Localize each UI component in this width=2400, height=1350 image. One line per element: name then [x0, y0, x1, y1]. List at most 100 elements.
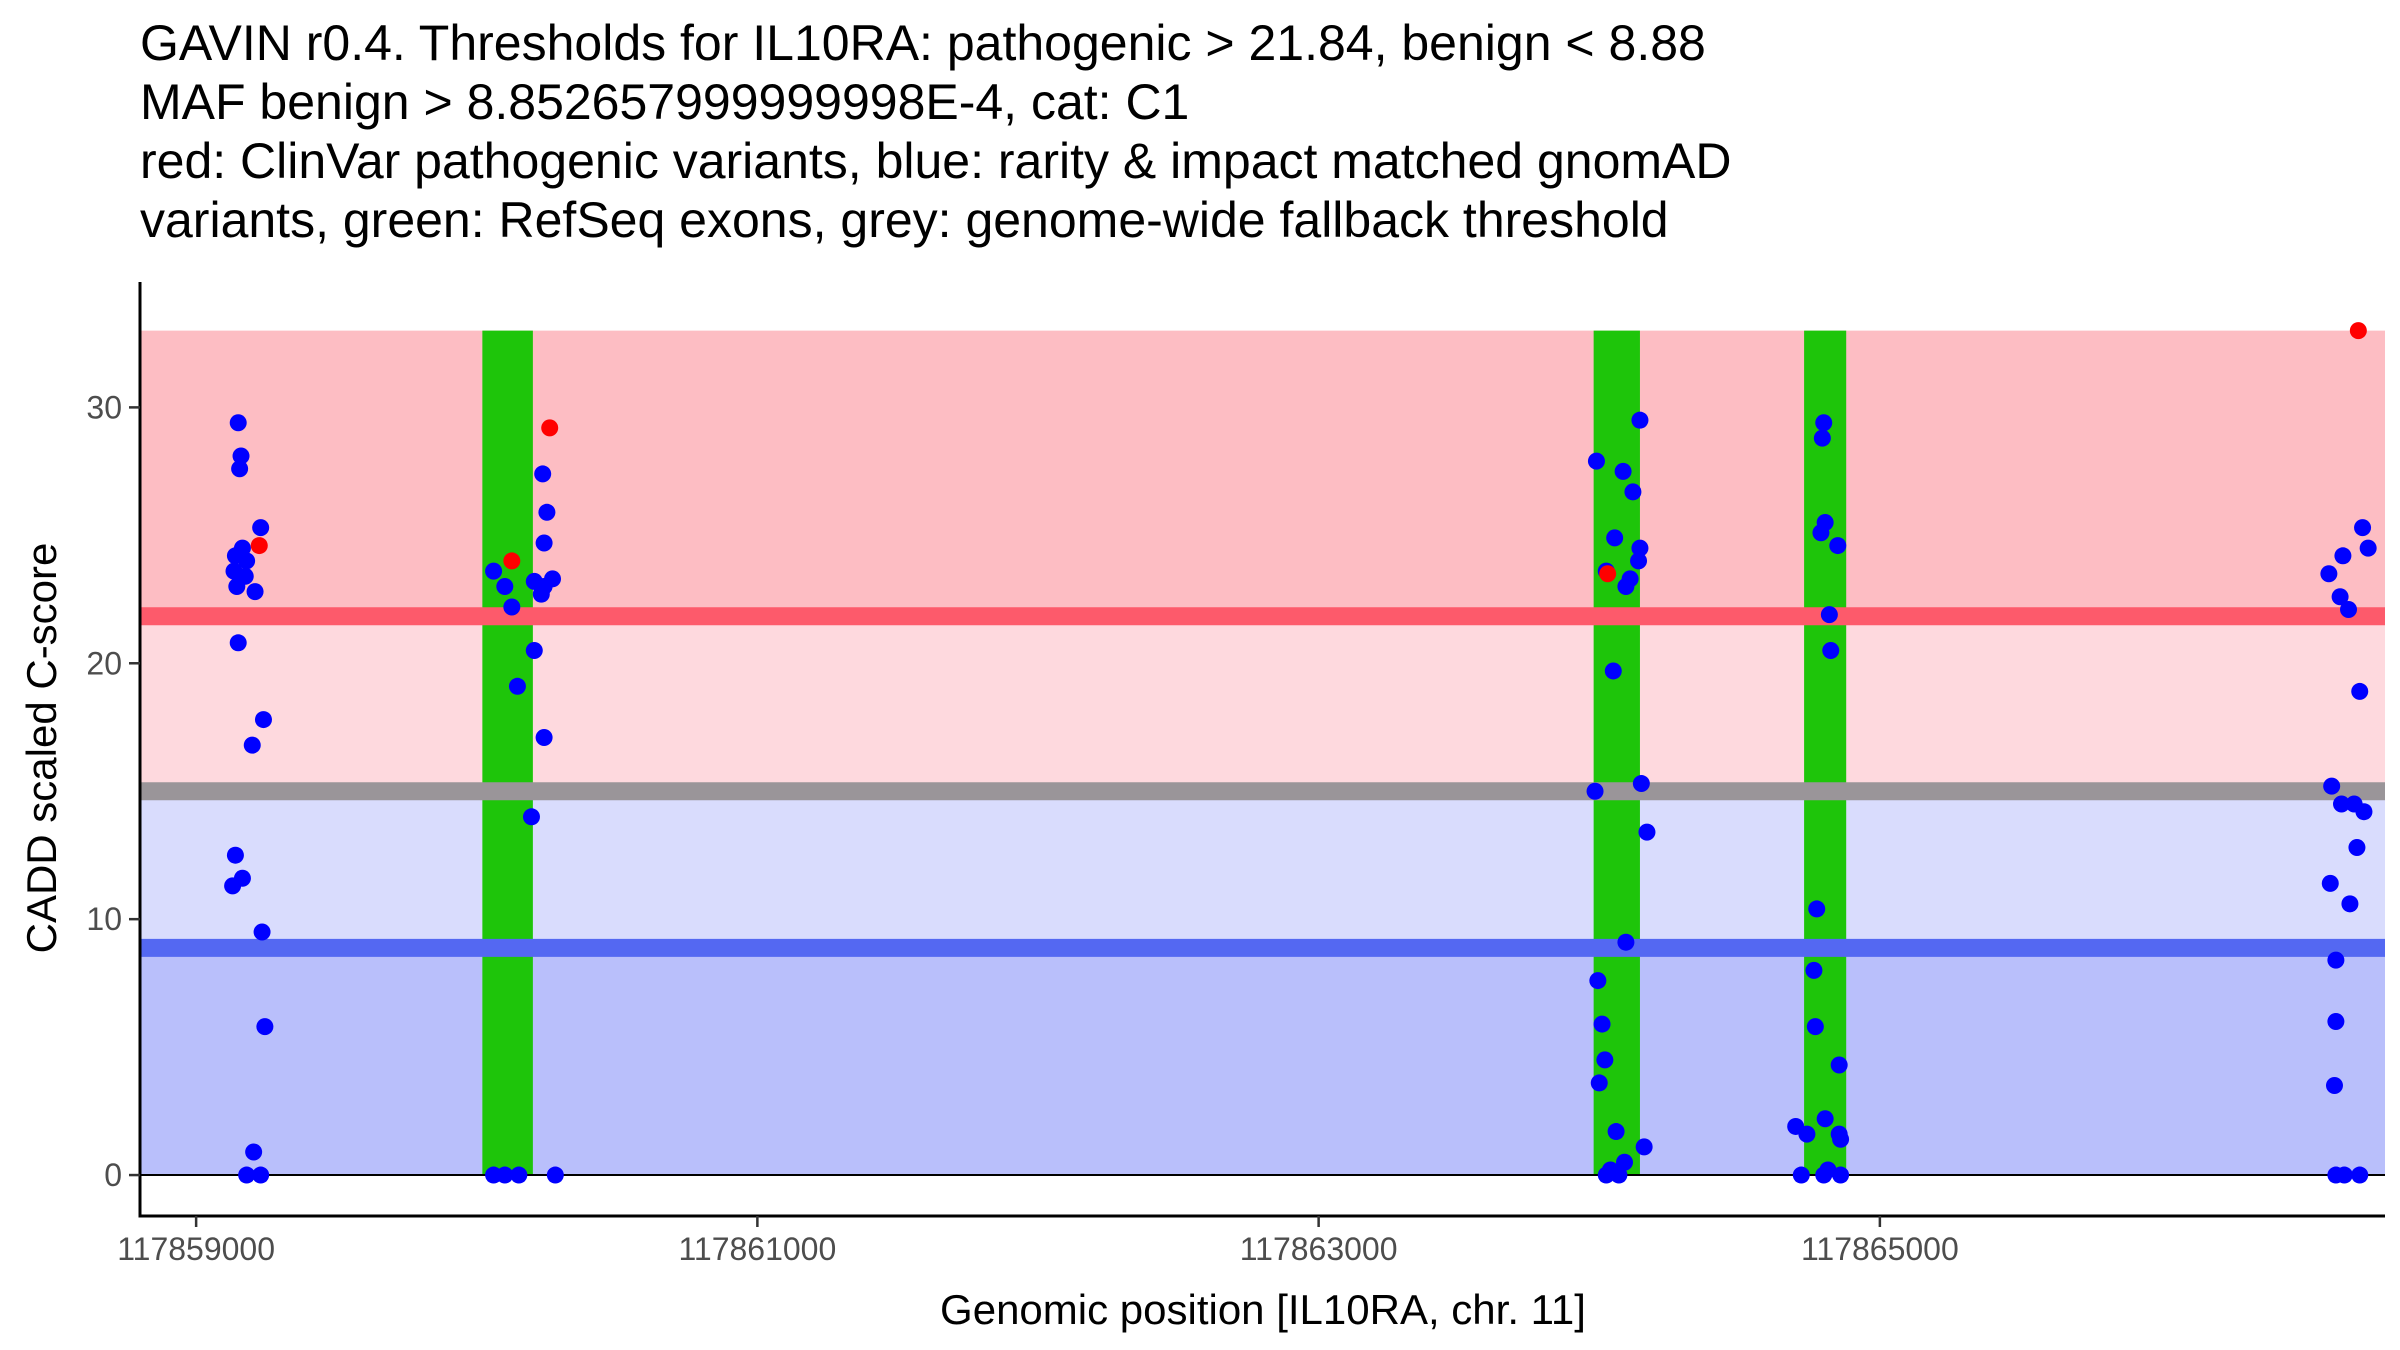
- gnomad-variant-point: [538, 503, 556, 521]
- gnomad-variant-point: [1614, 462, 1632, 480]
- gnomad-variant-point: [2341, 895, 2359, 913]
- gnomad-variant-point: [1630, 552, 1648, 570]
- gnomad-variant-point: [1832, 1166, 1850, 1184]
- benign-region: [140, 947, 2385, 1176]
- exon-band-1: [482, 330, 533, 1176]
- y-axis-title: CADD scaled C-score: [18, 543, 65, 954]
- gnomad-variant-point: [245, 1143, 263, 1161]
- exon-bands: [482, 330, 1847, 1176]
- gnomad-variant-point: [1829, 537, 1847, 555]
- axes: [138, 282, 2385, 1218]
- gnomad-variant-point: [231, 460, 249, 478]
- gnomad-variant-point: [1632, 775, 1650, 793]
- gnomad-variant-point: [2327, 951, 2345, 969]
- gnomad-variant-point: [503, 598, 521, 616]
- x-tick-label: 117859000: [117, 1231, 275, 1267]
- gnomad-variant-point: [224, 877, 242, 895]
- y-tick-label: 10: [86, 901, 122, 937]
- gnomad-variant-point: [256, 1018, 274, 1036]
- gnomad-variant-point: [1813, 429, 1831, 447]
- gnomad-variant-point: [522, 808, 540, 826]
- title-line-1: GAVIN r0.4. Thresholds for IL10RA: patho…: [140, 15, 1706, 71]
- gnomad-variant-point: [1815, 414, 1833, 432]
- gnomad-variant-point: [2323, 777, 2341, 795]
- grey-to-pathogenic-region: [140, 616, 2385, 792]
- gnomad-variant-point: [1596, 1051, 1614, 1069]
- gnomad-variant-point: [534, 465, 552, 483]
- gnomad-variant-point: [252, 519, 270, 537]
- gnomad-variant-point: [1597, 1166, 1615, 1184]
- gnomad-variant-point: [535, 728, 553, 746]
- exon-band-3: [1804, 330, 1847, 1176]
- y-tick-label: 20: [86, 645, 122, 681]
- clinvar-pathogenic-point: [2349, 322, 2367, 340]
- gnomad-variant-point: [238, 1166, 256, 1184]
- chart-title: GAVIN r0.4. Thresholds for IL10RA: patho…: [140, 14, 1731, 250]
- gnomad-variant-point: [243, 736, 261, 754]
- gnomad-variant-point: [229, 634, 247, 652]
- y-axis-ticks: 0 10 20 30: [86, 389, 140, 1193]
- gnomad-variant-point: [254, 711, 272, 729]
- x-axis-title: Genomic position [IL10RA, chr. 11]: [940, 1286, 1586, 1333]
- gnomad-variant-point: [1604, 662, 1622, 680]
- clinvar-pathogenic-point: [503, 552, 521, 570]
- gnomad-variant-point: [2351, 682, 2369, 700]
- title-line-2: MAF benign > 8.852657999999998E-4, cat: …: [140, 74, 1190, 130]
- title-line-3: red: ClinVar pathogenic variants, blue: …: [140, 133, 1732, 189]
- gnomad-variant-point: [1822, 641, 1840, 659]
- gnomad-variant-point: [1606, 529, 1624, 547]
- gnomad-variant-point: [2327, 1013, 2345, 1031]
- gnomad-variant-point: [2359, 539, 2377, 557]
- gnomad-variant-point: [1830, 1056, 1848, 1074]
- gnomad-variant-point: [1820, 606, 1838, 624]
- gnomad-variant-point: [1638, 823, 1656, 841]
- gnomad-variant-point: [1816, 1110, 1834, 1128]
- gnomad-variant-point: [238, 552, 256, 570]
- threshold-lines: [140, 607, 2385, 957]
- gnomad-variant-point: [1587, 452, 1605, 470]
- gnomad-variant-point: [2354, 519, 2372, 537]
- gnomad-variant-point: [1798, 1125, 1816, 1143]
- gnomad-variant-point: [1617, 578, 1635, 596]
- pathogenic-region: [140, 330, 2385, 617]
- gnomad-variant-point: [1610, 1166, 1628, 1184]
- gnomad-variant-point: [246, 583, 264, 601]
- x-axis-ticks: 117859000 117861000 117863000 117865000: [117, 1216, 1959, 1267]
- clinvar-pathogenic-point: [1599, 565, 1617, 583]
- gnomad-variant-point: [232, 447, 250, 465]
- clinvar-pathogenic-point: [541, 419, 559, 437]
- gnomad-variant-point: [253, 923, 271, 941]
- gnomad-variant-point: [1635, 1138, 1653, 1156]
- x-tick-label: 117863000: [1240, 1231, 1398, 1267]
- x-tick-label: 117861000: [678, 1231, 836, 1267]
- gnomad-variant-point: [1631, 539, 1649, 557]
- gnomad-variant-point: [1806, 1018, 1824, 1036]
- gnomad-variant-point: [510, 1166, 528, 1184]
- gnomad-variant-point: [2321, 874, 2339, 892]
- gnomad-variant-point: [2334, 547, 2352, 565]
- gnomad-variant-point: [2320, 565, 2338, 583]
- gnomad-variant-point: [1617, 933, 1635, 951]
- gnomad-variant-point: [229, 414, 247, 432]
- gnomad-variant-point: [2335, 1166, 2353, 1184]
- y-tick-label: 30: [86, 389, 122, 425]
- gnomad-variant-point: [1607, 1123, 1625, 1141]
- benign-to-grey-region: [140, 791, 2385, 948]
- gnomad-variant-point: [496, 578, 514, 596]
- gnomad-variant-point: [496, 1166, 514, 1184]
- gnomad-variant-point: [2351, 1166, 2369, 1184]
- gnomad-variant-point: [532, 585, 550, 603]
- gnomad-variant-point: [2325, 1076, 2343, 1094]
- gnomad-variant-point: [1593, 1015, 1611, 1033]
- gnomad-variant-point: [1812, 524, 1830, 542]
- threshold-regions: [140, 330, 2385, 1176]
- title-line-4: variants, green: RefSeq exons, grey: gen…: [140, 192, 1669, 248]
- y-tick-label: 0: [104, 1157, 122, 1193]
- gnomad-variant-point: [1832, 1130, 1850, 1148]
- gnomad-variant-point: [2355, 803, 2373, 821]
- gnomad-variant-point: [1808, 900, 1826, 918]
- gnomad-variant-point: [485, 562, 503, 580]
- gnomad-variant-point: [2331, 588, 2349, 606]
- gnomad-variant-point: [1805, 961, 1823, 979]
